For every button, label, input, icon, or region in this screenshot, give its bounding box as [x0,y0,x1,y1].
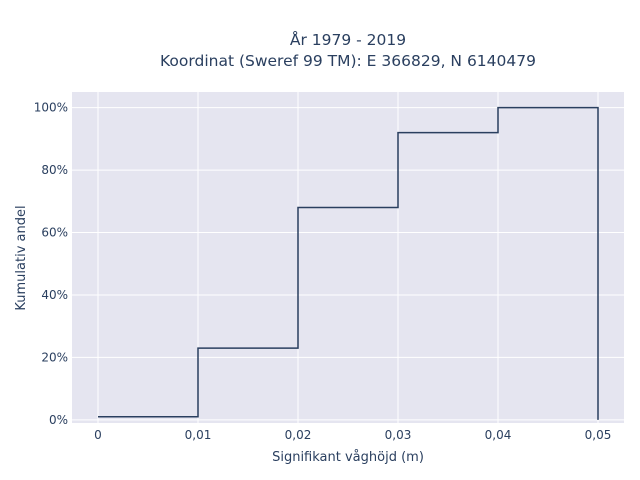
y-axis-title: Kumulativ andel [14,205,29,310]
y-tick-label: 40% [41,288,68,302]
x-axis-ticks: 0 0,01 0,02 0,03 0,04 0,05 [94,428,611,442]
x-tick-label: 0,03 [385,428,412,442]
chart-title-line-2: Koordinat (Sweref 99 TM): E 366829, N 61… [160,52,536,70]
y-tick-label: 100% [34,101,68,115]
x-tick-label: 0,01 [185,428,212,442]
x-tick-label: 0,02 [285,428,312,442]
y-tick-label: 0% [49,413,68,427]
plot-area [72,92,624,423]
x-tick-label: 0 [94,428,102,442]
x-axis-title: Signifikant våghöjd (m) [272,450,424,465]
y-tick-label: 20% [41,350,68,364]
chart-title-line-1: År 1979 - 2019 [290,30,406,49]
y-tick-label: 60% [41,226,68,240]
y-tick-label: 80% [41,163,68,177]
y-axis-ticks: 0% 20% 40% 60% 80% 100% [34,101,68,427]
series-layer [98,106,599,420]
series-line [98,106,599,420]
x-tick-label: 0,04 [485,428,512,442]
x-tick-label: 0,05 [585,428,612,442]
